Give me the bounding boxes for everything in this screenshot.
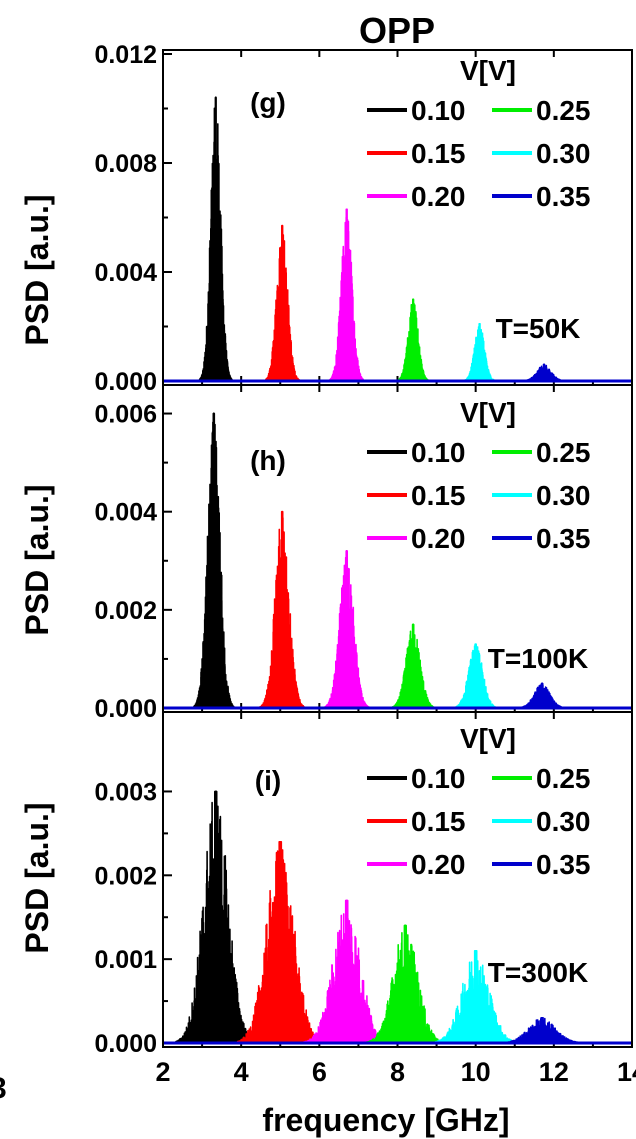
y-tick-label: 0.006 [94, 401, 157, 429]
y-axis-label: PSD [a.u.] [19, 194, 55, 345]
legend-label-0.15: 0.15 [411, 138, 466, 169]
temperature-label: T=100K [488, 643, 588, 674]
figure-title: OPP [359, 10, 435, 51]
plot-frame [162, 711, 633, 1048]
y-tick-label: 0.004 [94, 499, 157, 527]
series-0.15-spectrum [258, 510, 306, 709]
y-tick-label: 0.001 [94, 946, 157, 974]
legend-title: V[V] [460, 397, 516, 428]
x-tick-label: 6 [312, 1057, 327, 1087]
panel-label: (h) [250, 445, 286, 476]
legend-label-0.25: 0.25 [536, 763, 591, 794]
legend-label-0.15: 0.15 [411, 806, 466, 837]
y-axis-label: PSD [a.u.] [19, 484, 55, 635]
legend-label-0.15: 0.15 [411, 480, 466, 511]
legend-title: V[V] [460, 55, 516, 86]
temperature-label: T=50K [496, 313, 581, 344]
stray-tick-label: 3 [0, 1072, 7, 1105]
panel-1: PSD [a.u.] 0.000 0.004 0.008 0.012 (g) T=50K V[… [19, 41, 633, 396]
y-axis-label: PSD [a.u.] [19, 802, 55, 953]
legend-label-0.35: 0.35 [536, 181, 591, 212]
x-tick-label: 4 [234, 1057, 249, 1087]
legend-label-0.30: 0.30 [536, 806, 591, 837]
panel-label: (i) [255, 765, 281, 796]
legend: V[V] 0.10 0.15 0.20 0.25 0.30 0.35 [367, 55, 591, 212]
spectra [163, 96, 632, 383]
series-0.10-spectrum [193, 412, 235, 709]
legend-label-0.35: 0.35 [536, 523, 591, 554]
x-tick-label: 2 [155, 1057, 170, 1087]
panel-label: (g) [250, 87, 286, 118]
series-0.10-spectrum [198, 96, 233, 382]
temperature-label: T=300K [488, 957, 588, 988]
legend-label-0.10: 0.10 [411, 95, 466, 126]
legend-label-0.20: 0.20 [411, 849, 466, 880]
y-tick-label: 0.000 [94, 368, 157, 396]
x-tick-label: 8 [390, 1057, 405, 1087]
legend-title: V[V] [460, 723, 516, 754]
legend-label-0.10: 0.10 [411, 437, 466, 468]
legend-label-0.20: 0.20 [411, 523, 466, 554]
spectra [163, 790, 632, 1045]
y-tick-label: 0.012 [94, 41, 157, 69]
legend-label-0.10: 0.10 [411, 763, 466, 794]
panel-2: PSD [a.u.] 0.000 0.002 0.004 0.006 (h) T=100K V… [19, 384, 633, 723]
panels-group: PSD [a.u.] 0.000 0.004 0.008 0.012 (g) T=50K V[… [19, 41, 636, 1087]
series-0.20-spectrum [323, 550, 370, 709]
y-tick-label: 0.002 [94, 597, 157, 625]
legend: V[V] 0.10 0.15 0.20 0.25 0.30 0.35 [367, 723, 591, 880]
legend-label-0.20: 0.20 [411, 181, 466, 212]
legend: V[V] 0.10 0.15 0.20 0.25 0.30 0.35 [367, 397, 591, 554]
y-tick-label: 0.008 [94, 150, 157, 178]
x-tick-label: 12 [539, 1057, 569, 1087]
y-tick-label: 0.004 [94, 259, 157, 287]
series-0.15-spectrum [263, 224, 301, 382]
legend-label-0.35: 0.35 [536, 849, 591, 880]
legend-label-0.25: 0.25 [536, 437, 591, 468]
legend-label-0.25: 0.25 [536, 95, 591, 126]
legend-label-0.30: 0.30 [536, 480, 591, 511]
series-0.20-spectrum [328, 208, 365, 382]
y-tick-label: 0.002 [94, 862, 157, 890]
panel-3: PSD [a.u.] 0.000 0.001 0.002 0.003 2 4 6 8 10 12 14… [19, 711, 636, 1087]
x-axis-label: frequency [GHz] [262, 1102, 509, 1138]
legend-label-0.30: 0.30 [536, 138, 591, 169]
spectra [163, 412, 632, 710]
y-tick-label: 0.000 [94, 695, 157, 723]
x-tick-label: 10 [461, 1057, 491, 1087]
x-tick-label: 14 [617, 1057, 636, 1087]
y-tick-label: 0.003 [94, 778, 157, 806]
y-tick-label: 0.000 [94, 1030, 157, 1058]
